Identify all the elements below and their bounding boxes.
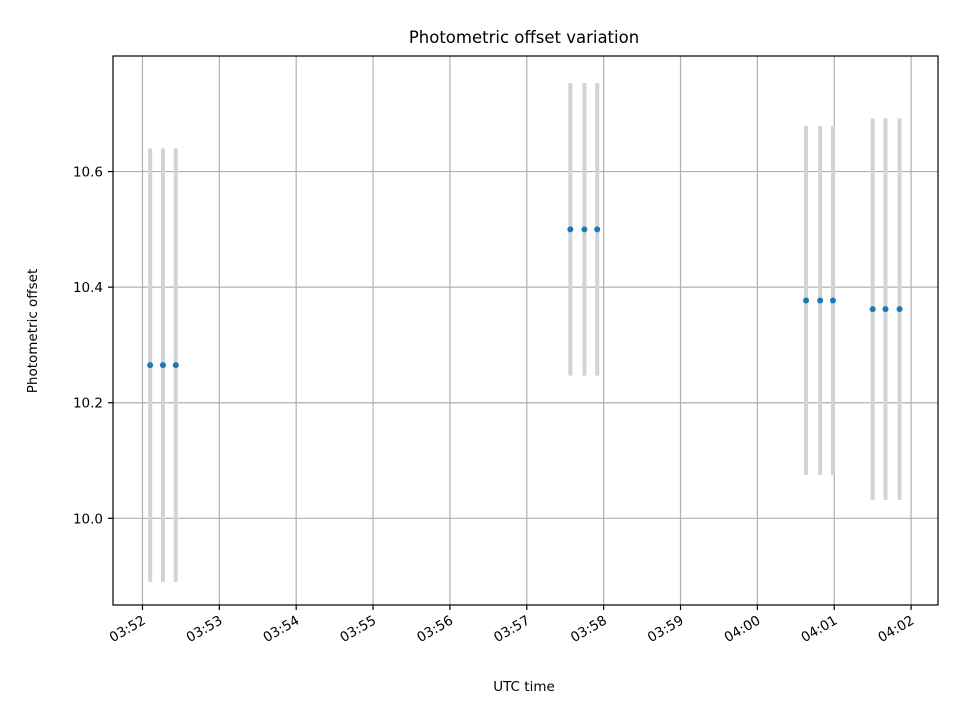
data-point [567, 226, 574, 233]
data-point [803, 297, 810, 304]
data-point [882, 306, 889, 313]
gridlines [113, 56, 938, 605]
data-point [159, 362, 166, 369]
y-tick-label: 10.6 [73, 165, 103, 181]
x-axis-label: UTC time [493, 679, 555, 695]
y-axis-label: Photometric offset [25, 269, 41, 393]
data-point [172, 362, 179, 369]
data-point [147, 362, 154, 369]
data-points [147, 226, 903, 369]
data-point [594, 226, 601, 233]
y-tick-label: 10.2 [73, 396, 103, 412]
data-point [817, 297, 824, 304]
data-point [896, 306, 903, 313]
chart-title: Photometric offset variation [409, 28, 639, 47]
data-point [869, 306, 876, 313]
data-point [581, 226, 588, 233]
y-tick-label: 10.0 [73, 511, 103, 527]
y-tick-label: 10.4 [73, 280, 103, 296]
plot-frame [112, 55, 939, 606]
data-point [829, 297, 836, 304]
y-axis-ticks: 10.0 10.2 10.4 10.6 [73, 165, 113, 527]
